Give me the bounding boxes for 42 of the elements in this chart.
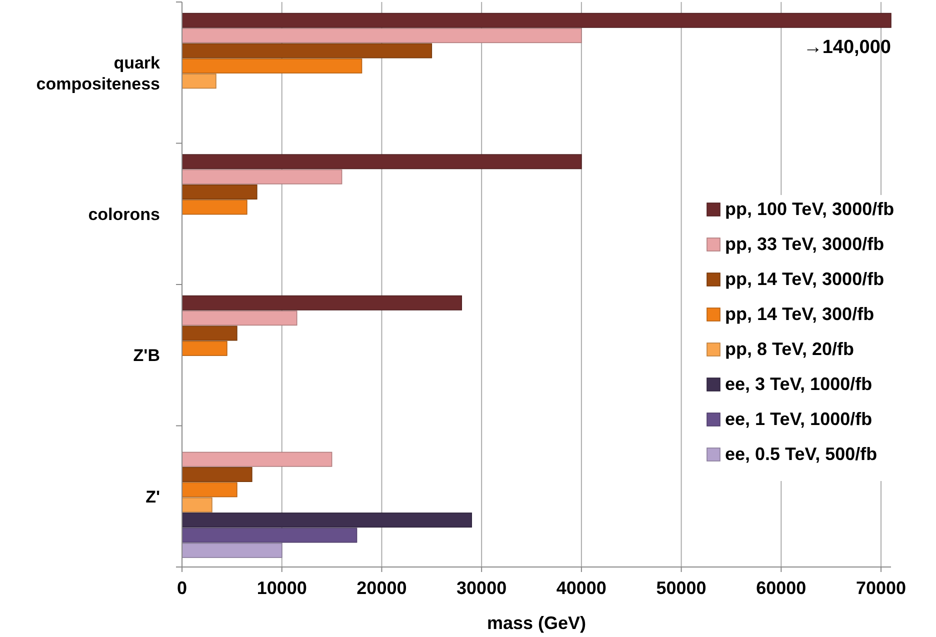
- y-tick-label: quark compositeness: [36, 54, 161, 94]
- y-tick-label: Z': [146, 487, 160, 506]
- x-tick-label: 60000: [756, 578, 806, 598]
- x-tick-label: 10000: [256, 578, 307, 598]
- x-tick-label: 0: [176, 578, 188, 598]
- legend-label: ee, 1 TeV, 1000/fb: [725, 409, 872, 429]
- bar: [182, 542, 282, 558]
- bar: [182, 512, 472, 528]
- bar: [182, 452, 332, 467]
- legend-label: ee, 3 TeV, 1000/fb: [725, 374, 872, 394]
- x-axis-title: mass (GeV): [486, 613, 586, 633]
- bar: [182, 74, 216, 89]
- bar: [182, 200, 248, 215]
- bar: [182, 482, 238, 498]
- bar: [182, 528, 358, 543]
- legend-label: pp, 14 TeV, 3000/fb: [725, 269, 884, 289]
- bar: [182, 58, 362, 74]
- bar: [182, 340, 228, 356]
- legend-label: ee, 0.5 TeV, 500/fb: [725, 444, 878, 464]
- bar: [182, 467, 252, 482]
- legend-label: pp, 8 TeV, 20/fb: [725, 339, 854, 359]
- bar: [182, 28, 582, 44]
- bar: [182, 12, 892, 28]
- bar: [182, 326, 238, 341]
- annotation: →140,000: [803, 36, 891, 58]
- y-tick-label: colorons: [88, 204, 160, 224]
- x-tick-label: 70000: [856, 578, 906, 598]
- bar: [182, 184, 258, 200]
- legend-label: pp, 14 TeV, 300/fb: [725, 304, 874, 324]
- x-tick-label: 30000: [456, 578, 507, 598]
- legend-label: pp, 100 TeV, 3000/fb: [725, 199, 894, 219]
- bar: [182, 295, 462, 310]
- bar: [182, 43, 432, 58]
- x-tick-label: 50000: [656, 578, 706, 598]
- y-tick-label: Z'B: [133, 346, 160, 366]
- x-tick-label: 20000: [356, 578, 407, 598]
- bar: [182, 497, 212, 512]
- bar: [182, 154, 582, 170]
- bar: [182, 310, 298, 326]
- bar: [182, 169, 342, 184]
- legend-label: pp, 33 TeV, 3000/fb: [725, 234, 884, 254]
- x-tick-label: 40000: [556, 578, 606, 598]
